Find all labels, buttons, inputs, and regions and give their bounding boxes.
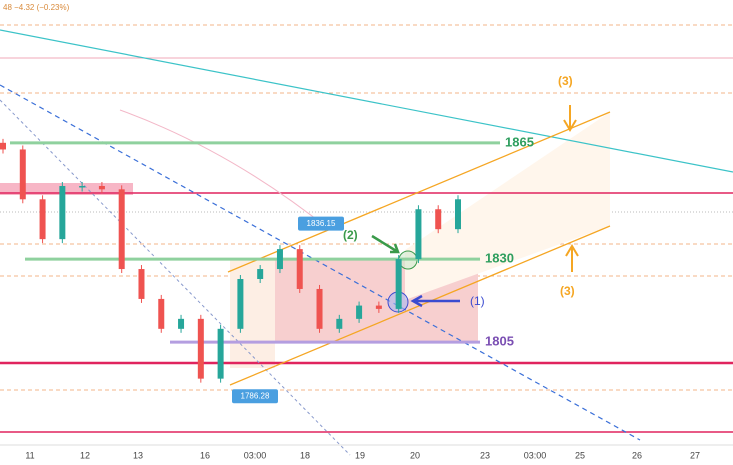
price-tag: [232, 389, 278, 404]
candle: [415, 209, 422, 260]
zone: [230, 258, 275, 368]
x-tick-label: 03:00: [524, 450, 547, 460]
x-tick-label: 19: [355, 450, 365, 460]
candle: [316, 288, 323, 329]
candle: [435, 209, 442, 230]
x-tick-label: 20: [410, 450, 420, 460]
arrow: [563, 105, 577, 132]
x-tick-label: 13: [133, 450, 143, 460]
candle: [197, 318, 204, 379]
candle: [79, 186, 86, 188]
annotation: (3): [560, 284, 575, 298]
candle: [118, 189, 125, 270]
price-tag-label: 1786.28: [241, 391, 270, 400]
annotation: (2): [343, 228, 358, 242]
level-label: 1865: [505, 134, 534, 149]
x-tick-label: 23: [480, 450, 490, 460]
candle: [296, 249, 303, 289]
candle: [178, 318, 185, 329]
candle: [39, 199, 46, 240]
candle: [217, 328, 224, 379]
x-tick-label: 27: [690, 450, 700, 460]
arrow: [371, 234, 400, 254]
x-tick-label: 12: [80, 450, 90, 460]
level-label: 1805: [485, 334, 514, 349]
channel: [227, 111, 611, 273]
ma-line: [119, 109, 331, 231]
level-label: 1830: [485, 251, 514, 266]
candle: [375, 305, 382, 309]
candle: [336, 318, 343, 329]
candle: [237, 279, 244, 329]
candle: [455, 199, 461, 230]
x-tick-label: 26: [632, 450, 642, 460]
candle: [0, 142, 6, 150]
arrow: [565, 244, 579, 272]
x-tick-label: 18: [300, 450, 310, 460]
price-tag-label: 1836.15: [307, 219, 336, 228]
candle: [276, 249, 283, 270]
candle: [395, 259, 402, 309]
candle: [98, 186, 105, 190]
candle: [257, 269, 264, 279]
trend-line: [0, 29, 733, 173]
price-tag: [298, 216, 344, 231]
header: 48 −4.32 (−0.23%): [3, 3, 70, 12]
trend-line: [0, 99, 351, 456]
zone: [405, 112, 610, 300]
candle: [19, 149, 26, 200]
x-tick-label: 11: [25, 450, 34, 460]
x-tick-label: 25: [575, 450, 585, 460]
arrow: [410, 294, 460, 308]
candle: [158, 298, 165, 329]
candle: [59, 186, 66, 240]
candle: [138, 269, 145, 299]
x-tick-label: 03:00: [244, 450, 267, 460]
x-tick-label: 16: [200, 450, 210, 460]
candle: [356, 305, 363, 319]
annotation: (3): [558, 74, 573, 88]
annotation: (1): [470, 294, 485, 308]
